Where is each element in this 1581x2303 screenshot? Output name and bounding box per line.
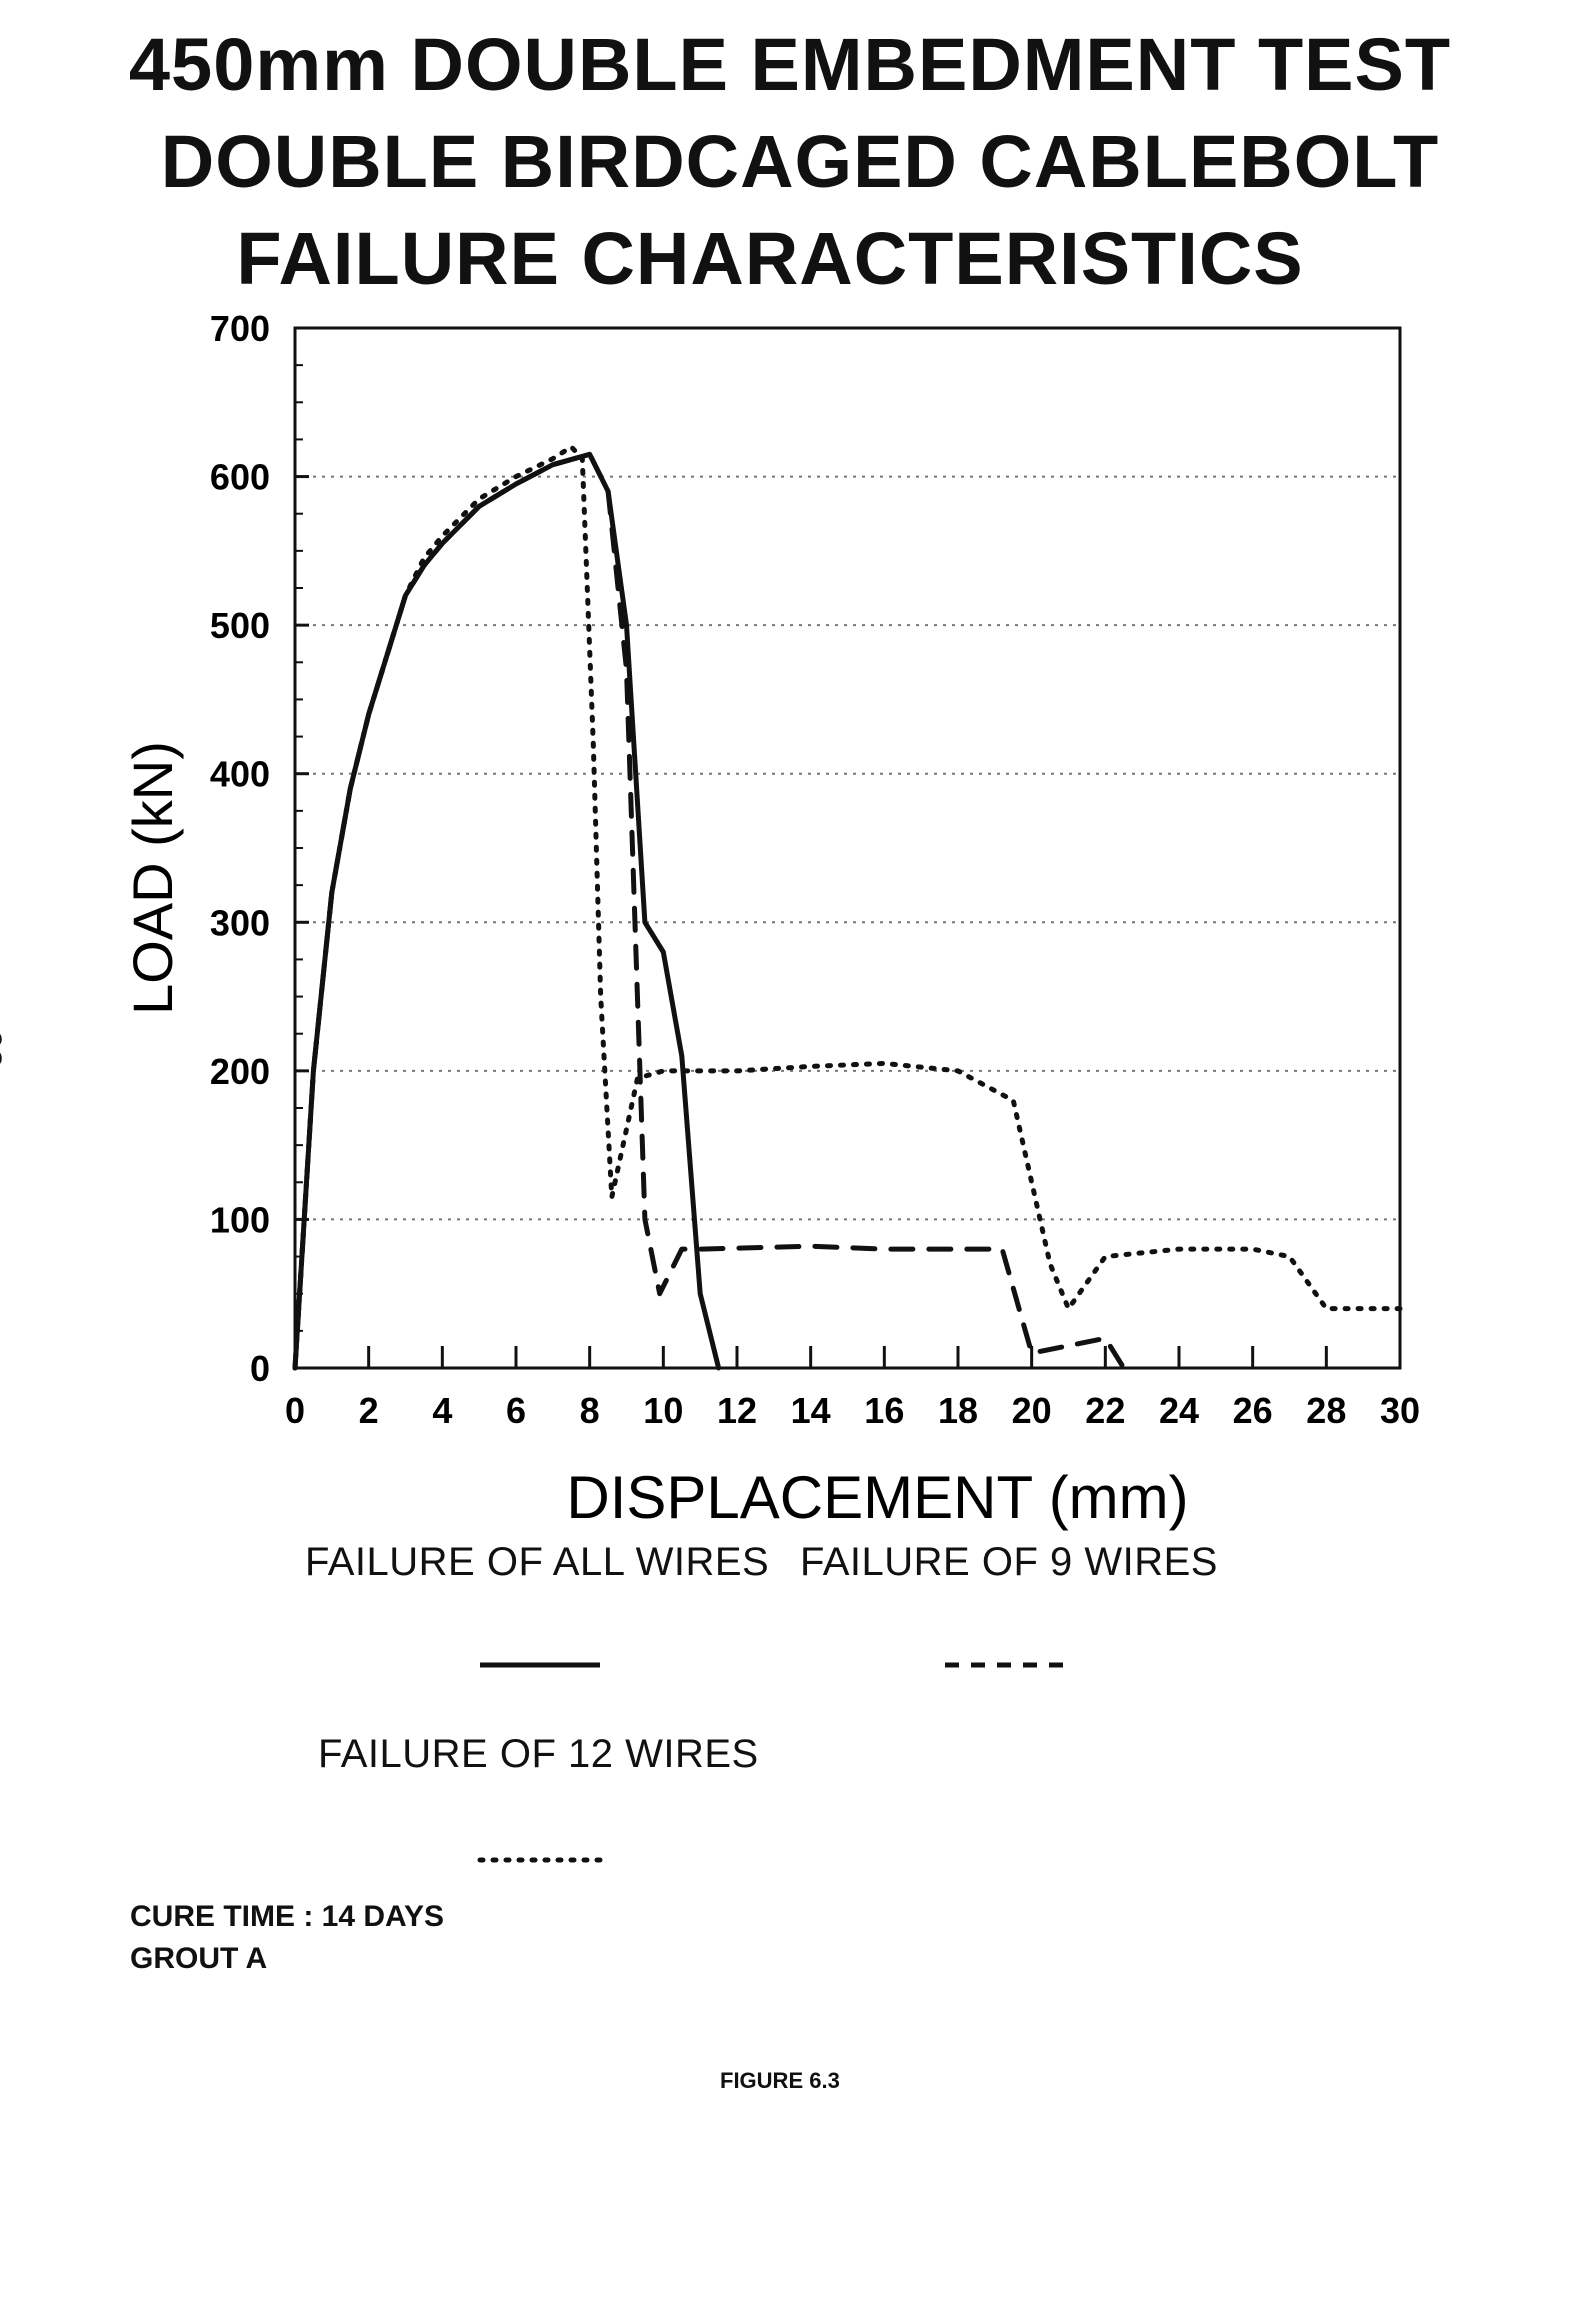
chart-title-line-2: DOUBLE BIRDCAGED CABLEBOLT — [160, 120, 1440, 203]
grid-lines — [295, 475, 1400, 1221]
x-tick-label: 26 — [1233, 1390, 1273, 1431]
legend-label-all-wires: FAILURE OF ALL WIRES — [305, 1540, 770, 1584]
x-tick-label: 18 — [938, 1390, 978, 1431]
y-tick-label: 300 — [210, 902, 270, 943]
x-tick-label: 6 — [506, 1390, 526, 1431]
x-tick-label: 8 — [580, 1390, 600, 1431]
series-line-dotted — [292, 444, 1403, 1371]
x-tick-label: 20 — [1012, 1390, 1052, 1431]
y-tick-label: 200 — [210, 1051, 270, 1092]
y-tick-label: 400 — [210, 754, 270, 795]
x-tick-label: 14 — [791, 1390, 831, 1431]
legend-label-9-wires: FAILURE OF 9 WIRES — [800, 1540, 1218, 1584]
x-tick-label: 28 — [1306, 1390, 1346, 1431]
x-tick-label: 4 — [432, 1390, 452, 1431]
legend-swatch-dashed — [945, 1662, 1065, 1668]
series-line-dashed — [292, 451, 1127, 1371]
x-tick-label: 0 — [285, 1390, 305, 1431]
figure-label: FIGURE 6.3 — [720, 2068, 840, 2093]
x-tick-label: 30 — [1380, 1390, 1420, 1431]
series-lines — [292, 444, 1403, 1371]
x-tick-label: 16 — [864, 1390, 904, 1431]
y-axis-label: LOAD (kN) — [121, 741, 184, 1015]
plot-frame — [293, 326, 1402, 1370]
y-tick-label: 700 — [210, 308, 270, 349]
x-tick-label: 22 — [1085, 1390, 1125, 1431]
y-tick-label: 0 — [250, 1348, 270, 1389]
series-line-solid — [292, 451, 722, 1371]
x-axis-label: DISPLACEMENT (mm) — [566, 1464, 1188, 1531]
legend-label-12-wires: FAILURE OF 12 WIRES — [318, 1732, 759, 1776]
x-tick-label: 10 — [643, 1390, 683, 1431]
legend-swatch-solid — [480, 1662, 600, 1668]
cure-time-note: CURE TIME : 14 DAYS — [130, 1900, 444, 1933]
y-tick-label: 500 — [210, 605, 270, 646]
x-tick-label: 24 — [1159, 1390, 1199, 1431]
x-tick-label: 2 — [359, 1390, 379, 1431]
grout-note: GROUT A — [130, 1942, 268, 1975]
x-tick-label: 12 — [717, 1390, 757, 1431]
chart-title-line-3: FAILURE CHARACTERISTICS — [236, 217, 1304, 300]
y-tick-label: 100 — [210, 1199, 270, 1240]
chart-title-line-1: 450mm DOUBLE EMBEDMENT TEST — [128, 23, 1452, 106]
legend-swatch-dotted — [477, 1857, 603, 1863]
y-tick-label: 600 — [210, 457, 270, 498]
